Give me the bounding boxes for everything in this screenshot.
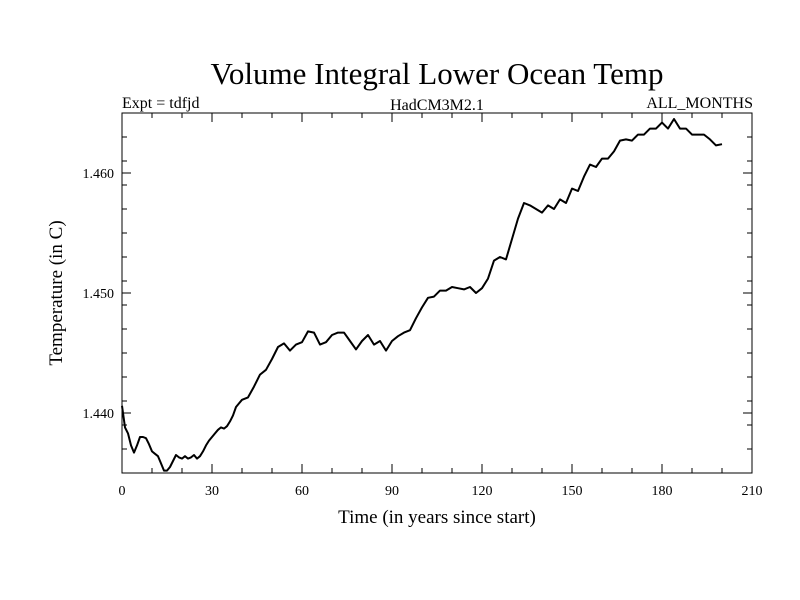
axis-tick-labels: 0 30 60 90 120 150 180 210 1.440 1.450 1.460 bbox=[83, 167, 763, 499]
temperature-line bbox=[121, 118, 723, 472]
x-tick-label: 180 bbox=[652, 484, 673, 499]
subtitle-months: ALL_MONTHS bbox=[646, 95, 753, 112]
x-tick-label: 90 bbox=[385, 484, 399, 499]
x-tick-label: 0 bbox=[119, 484, 126, 499]
subtitle-experiment: Expt = tdfjd bbox=[122, 95, 199, 112]
x-tick-label: 30 bbox=[205, 484, 219, 499]
y-tick-label: 1.440 bbox=[83, 407, 115, 422]
y-axis-label: Temperature (in C) bbox=[46, 220, 67, 365]
axis-ticks bbox=[121, 112, 753, 474]
y-tick-label: 1.450 bbox=[83, 287, 115, 302]
y-tick-label: 1.460 bbox=[83, 167, 115, 182]
x-tick-label: 120 bbox=[472, 484, 493, 499]
subtitle-model: HadCM3M2.1 bbox=[390, 97, 484, 114]
x-tick-label: 150 bbox=[562, 484, 583, 499]
chart-title: Volume Integral Lower Ocean Temp bbox=[211, 56, 664, 91]
x-axis-label: Time (in years since start) bbox=[338, 507, 536, 528]
x-tick-label: 60 bbox=[295, 484, 309, 499]
x-tick-label: 210 bbox=[742, 484, 763, 499]
